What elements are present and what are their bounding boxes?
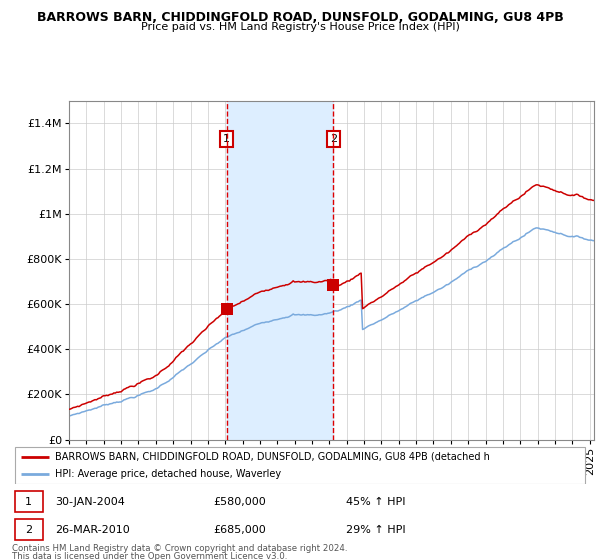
Text: Price paid vs. HM Land Registry's House Price Index (HPI): Price paid vs. HM Land Registry's House … — [140, 22, 460, 32]
FancyBboxPatch shape — [15, 519, 43, 540]
Text: 1: 1 — [25, 497, 32, 507]
Text: 45% ↑ HPI: 45% ↑ HPI — [346, 497, 406, 507]
Text: This data is licensed under the Open Government Licence v3.0.: This data is licensed under the Open Gov… — [12, 552, 287, 560]
Text: BARROWS BARN, CHIDDINGFOLD ROAD, DUNSFOLD, GODALMING, GU8 4PB (detached h: BARROWS BARN, CHIDDINGFOLD ROAD, DUNSFOL… — [55, 451, 490, 461]
Text: 30-JAN-2004: 30-JAN-2004 — [55, 497, 125, 507]
Text: £580,000: £580,000 — [214, 497, 266, 507]
Text: £685,000: £685,000 — [214, 525, 266, 535]
Text: BARROWS BARN, CHIDDINGFOLD ROAD, DUNSFOLD, GODALMING, GU8 4PB: BARROWS BARN, CHIDDINGFOLD ROAD, DUNSFOL… — [37, 11, 563, 24]
Text: 2: 2 — [330, 134, 337, 144]
FancyBboxPatch shape — [15, 447, 585, 484]
Text: 2: 2 — [25, 525, 32, 535]
Text: 26-MAR-2010: 26-MAR-2010 — [55, 525, 130, 535]
Text: Contains HM Land Registry data © Crown copyright and database right 2024.: Contains HM Land Registry data © Crown c… — [12, 544, 347, 553]
FancyBboxPatch shape — [15, 491, 43, 512]
Text: HPI: Average price, detached house, Waverley: HPI: Average price, detached house, Wave… — [55, 469, 281, 479]
Text: 1: 1 — [223, 134, 230, 144]
Text: 29% ↑ HPI: 29% ↑ HPI — [346, 525, 406, 535]
Bar — [227, 101, 334, 440]
